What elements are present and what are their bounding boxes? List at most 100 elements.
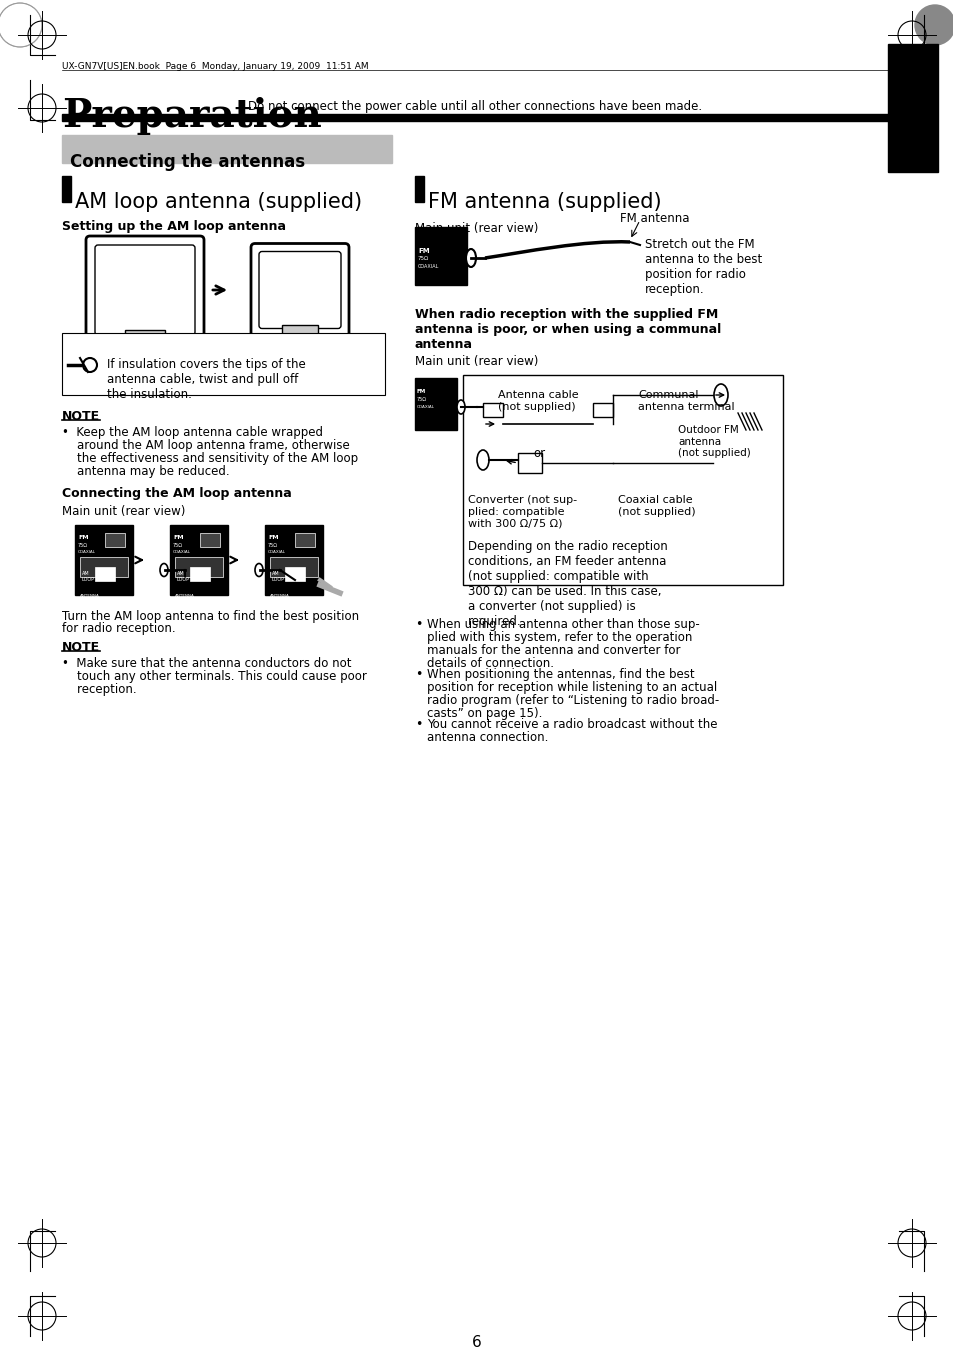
Ellipse shape [465,249,476,267]
FancyBboxPatch shape [258,251,340,328]
Text: antenna may be reduced.: antenna may be reduced. [62,465,230,478]
Text: NOTE: NOTE [62,640,100,654]
Text: Main unit (rear view): Main unit (rear view) [62,505,185,517]
Bar [75,526,132,594]
Bar [151,345,159,354]
Ellipse shape [476,450,489,470]
Bar [415,227,467,285]
Bar [462,376,782,585]
Text: NOTE: NOTE [62,409,100,423]
Text: Main unit (rear view): Main unit (rear view) [415,222,537,235]
Text: FM: FM [172,535,183,540]
Text: FM: FM [417,249,429,254]
Text: AM loop antenna (supplied): AM loop antenna (supplied) [75,192,362,212]
FancyBboxPatch shape [251,243,349,336]
Text: Depending on the radio reception
conditions, an FM feeder antenna
(not supplied:: Depending on the radio reception conditi… [468,540,667,628]
Text: Outdoor FM
antenna
(not supplied): Outdoor FM antenna (not supplied) [678,426,750,458]
Text: When radio reception with the supplied FM
antenna is poor, or when using a commu: When radio reception with the supplied F… [415,308,720,351]
Bar [517,453,541,473]
Text: casts” on page 15).: casts” on page 15). [427,707,542,720]
Text: the effectiveness and sensitivity of the AM loop: the effectiveness and sensitivity of the… [62,453,357,465]
Text: ANTENNA: ANTENNA [270,594,290,598]
Text: Coaxial cable
(not supplied): Coaxial cable (not supplied) [618,494,695,516]
Bar [415,378,456,430]
Text: •  Make sure that the antenna conductors do not: • Make sure that the antenna conductors … [62,657,351,670]
Text: Do not connect the power cable until all other connections have been made.: Do not connect the power cable until all… [248,100,701,113]
Text: •  Keep the AM loop antenna cable wrapped: • Keep the AM loop antenna cable wrapped [62,426,323,439]
Circle shape [914,5,953,45]
Text: radio program (refer to “Listening to radio broad-: radio program (refer to “Listening to ra… [427,694,719,707]
Ellipse shape [254,563,263,577]
Text: •: • [415,667,422,681]
Text: •: • [415,717,422,731]
Text: Stretch out the FM
antenna to the best
position for radio
reception.: Stretch out the FM antenna to the best p… [644,238,761,296]
Bar [282,324,317,335]
Text: •: • [415,617,422,631]
Bar [190,567,210,581]
Text: Communal
antenna terminal: Communal antenna terminal [638,390,734,412]
Ellipse shape [456,400,464,413]
Text: antenna connection.: antenna connection. [427,731,548,744]
Text: or: or [533,447,544,459]
Text: ANTENNA: ANTENNA [174,594,194,598]
Bar [80,557,128,577]
Bar [62,176,71,203]
Text: Connecting the antennas: Connecting the antennas [70,153,305,172]
Text: COAXIAL: COAXIAL [417,263,439,269]
Text: manuals for the antenna and converter for: manuals for the antenna and converter fo… [427,644,679,657]
Bar [415,176,423,203]
Text: Preparation: Preparation [907,199,917,273]
Bar [62,113,887,122]
Bar [170,526,228,594]
Text: 75Ω: 75Ω [417,255,429,261]
Text: 75Ω: 75Ω [78,543,88,549]
Text: for radio reception.: for radio reception. [62,621,175,635]
Text: Turn the AM loop antenna to find the best position: Turn the AM loop antenna to find the bes… [62,611,358,623]
Text: Preparation: Preparation [62,97,321,135]
Text: reception.: reception. [62,684,136,696]
Text: 75Ω: 75Ω [172,543,183,549]
Bar [62,332,385,394]
Text: details of connection.: details of connection. [427,657,554,670]
Text: position for reception while listening to an actual: position for reception while listening t… [427,681,717,694]
Text: Converter (not sup-
plied: compatible
with 300 Ω/75 Ω): Converter (not sup- plied: compatible wi… [468,494,577,528]
Text: FM antenna (supplied): FM antenna (supplied) [428,192,661,212]
Text: FM: FM [268,535,278,540]
Text: Setting up the AM loop antenna: Setting up the AM loop antenna [62,220,286,232]
Bar [285,567,305,581]
Text: touch any other terminals. This could cause poor: touch any other terminals. This could ca… [62,670,367,684]
Text: COAXIAL: COAXIAL [268,550,286,554]
Text: LOOP: LOOP [177,577,190,582]
Text: UX-GN7V[US]EN.book  Page 6  Monday, January 19, 2009  11:51 AM: UX-GN7V[US]EN.book Page 6 Monday, Januar… [62,62,368,72]
Bar [125,330,165,342]
Bar [482,403,502,417]
Ellipse shape [713,384,727,407]
Text: FM antenna: FM antenna [619,212,689,226]
Text: around the AM loop antenna frame, otherwise: around the AM loop antenna frame, otherw… [62,439,350,453]
Bar [270,557,317,577]
Bar [593,403,613,417]
Bar [265,526,323,594]
Text: COAXIAL: COAXIAL [416,405,435,409]
Text: Connecting the AM loop antenna: Connecting the AM loop antenna [62,486,292,500]
Bar [95,567,115,581]
Text: When positioning the antennas, find the best: When positioning the antennas, find the … [427,667,694,681]
Bar [200,534,220,547]
Text: LOOP: LOOP [272,577,285,582]
Text: 75Ω: 75Ω [416,397,427,403]
Text: 75Ω: 75Ω [268,543,277,549]
Text: You cannot receive a radio broadcast without the: You cannot receive a radio broadcast wit… [427,717,717,731]
Text: When using an antenna other than those sup-: When using an antenna other than those s… [427,617,699,631]
Bar [105,534,125,547]
Text: plied with this system, refer to the operation: plied with this system, refer to the ope… [427,631,692,644]
Text: LOOP: LOOP [82,577,95,582]
Bar [294,534,314,547]
Text: FM: FM [78,535,89,540]
FancyBboxPatch shape [86,236,204,345]
Text: If insulation covers the tips of the
antenna cable, twist and pull off
the insul: If insulation covers the tips of the ant… [107,358,305,401]
Text: Antenna cable
(not supplied): Antenna cable (not supplied) [497,390,578,412]
Text: Main unit (rear view): Main unit (rear view) [415,355,537,367]
Bar [131,345,139,354]
Text: ANTENNA: ANTENNA [80,594,100,598]
Text: AM: AM [177,571,185,576]
